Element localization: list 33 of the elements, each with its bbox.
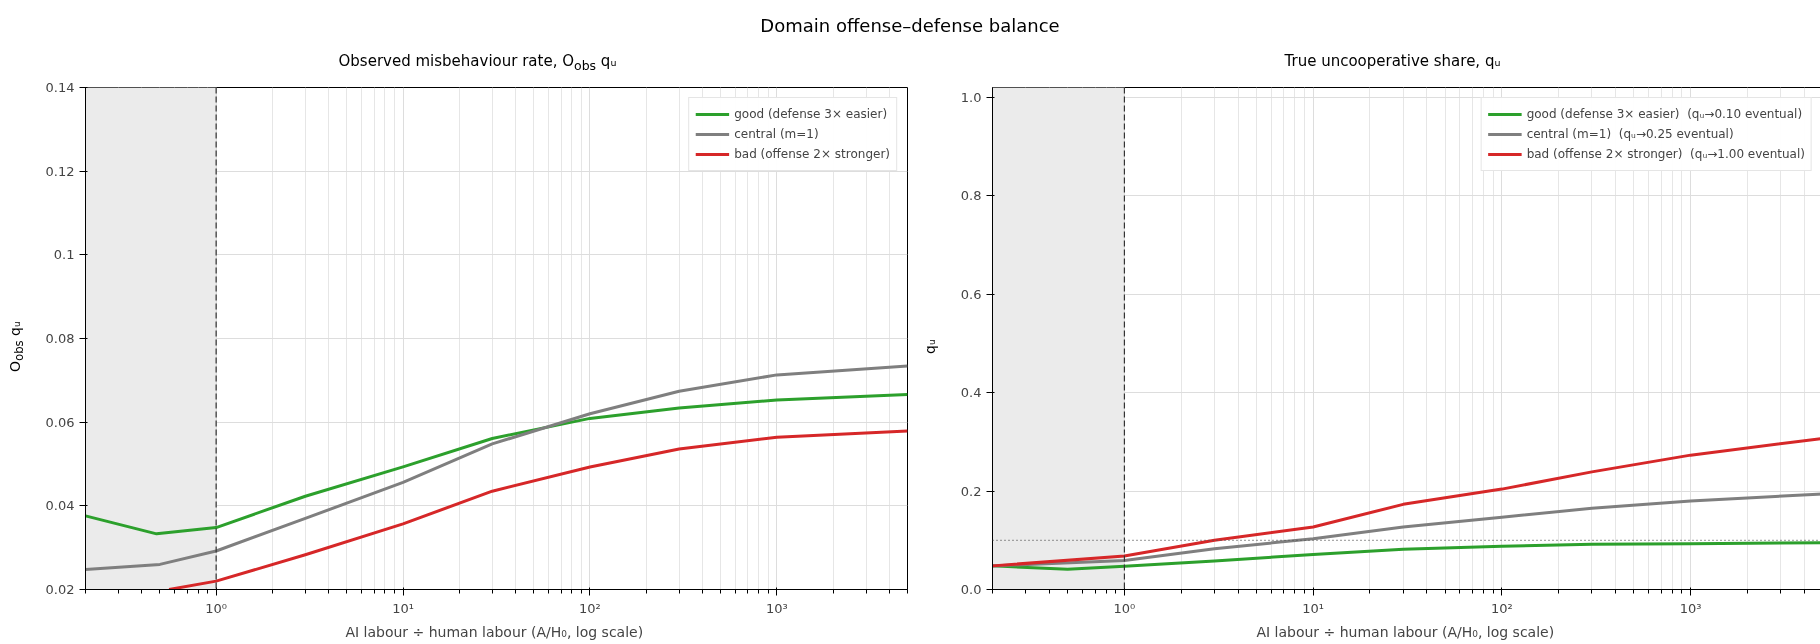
y-tick-label: 0.02 — [45, 582, 75, 597]
x-tick-label: 10⁰ — [1113, 600, 1136, 616]
x-tick-label: 10⁰ — [205, 600, 228, 616]
y-tick-label: 0.8 — [960, 188, 982, 204]
y-tick-label: 0.14 — [45, 80, 75, 95]
y-tick-label: 0.12 — [45, 163, 75, 179]
text: Domain offense–defense balance — [760, 14, 1060, 38]
legend-label: bad (offense 2× stronger) (qᵤ→1.00 eventual) — [1526, 146, 1805, 163]
x-tick-label: 10¹ — [392, 600, 414, 616]
x-tick-label: 10³ — [765, 600, 788, 616]
legend-label: good (defense 3× easier) — [734, 106, 888, 123]
legend-label: central (m=1) (qᵤ→0.25 eventual) — [1526, 126, 1734, 143]
x-tick-label: 10² — [579, 600, 601, 616]
y-tick-label: 0.6 — [960, 286, 982, 302]
x-tick-label: 10² — [1490, 600, 1513, 616]
chart-title: True uncooperative share, qᵤ — [1284, 51, 1501, 72]
y-tick-label: 1.0 — [960, 89, 982, 105]
x-axis-title: AI labour ÷ human labour (A/H₀, log scale) — [1256, 623, 1555, 640]
legend-label: central (m=1) — [734, 126, 819, 143]
x-tick-label: 10¹ — [1302, 600, 1325, 616]
chart-title: Observed misbehaviour rate, O$_{obs}$ qᵤ — [338, 51, 617, 75]
y-tick-label: 0.08 — [45, 331, 75, 346]
y-tick-label: 0.2 — [960, 483, 982, 499]
y-tick-label: 0.0 — [960, 582, 982, 597]
legend-label: good (defense 3× easier) (qᵤ→0.10 eventual) — [1526, 106, 1803, 123]
y-tick-label: 0.04 — [45, 498, 75, 514]
y-tick-label: 0.1 — [53, 247, 75, 263]
y-tick-label: 0.4 — [960, 385, 982, 401]
y-tick-label: 0.06 — [45, 414, 75, 430]
x-tick-label: 10³ — [1679, 600, 1702, 616]
x-axis-title: AI labour ÷ human labour (A/H₀, log scale) — [345, 623, 644, 640]
legend-label: bad (offense 2× stronger) — [734, 146, 890, 163]
y-axis-title: qᵤ — [921, 339, 939, 355]
